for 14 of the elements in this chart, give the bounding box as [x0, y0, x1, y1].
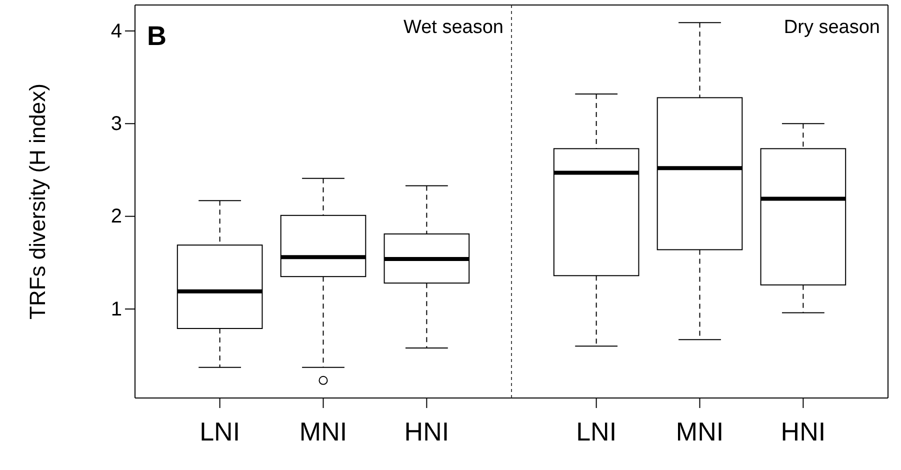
x-tick-label: MNI	[299, 416, 348, 446]
x-tick-label: LNI	[200, 416, 240, 446]
x-tick-label: HNI	[780, 416, 826, 446]
y-tick-label: 2	[110, 206, 122, 228]
y-axis-title: TRFs diversity (H index)	[25, 84, 50, 320]
x-tick-label: HNI	[404, 416, 450, 446]
y-tick-label: 4	[110, 20, 122, 42]
y-tick-label: 3	[110, 113, 122, 136]
text: Wet season	[404, 17, 504, 38]
text: Dry season	[784, 17, 880, 38]
annotation: B	[147, 21, 166, 51]
y-tick-label: 1	[110, 298, 122, 320]
x-tick-label: LNI	[576, 416, 617, 446]
x-tick-label: MNI	[676, 416, 724, 446]
